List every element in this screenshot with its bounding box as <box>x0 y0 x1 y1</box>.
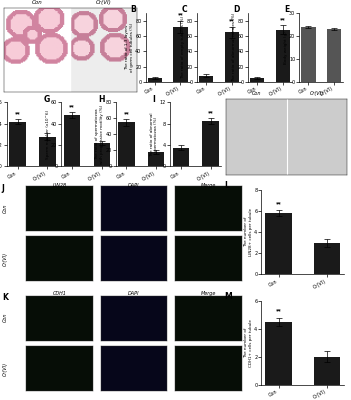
Bar <box>314 243 340 274</box>
Bar <box>173 27 187 82</box>
Text: Cr(VI): Cr(VI) <box>3 362 8 376</box>
Text: **: ** <box>178 12 183 17</box>
Bar <box>173 148 189 166</box>
Text: CDH1: CDH1 <box>53 292 67 296</box>
Text: Cr(VI): Cr(VI) <box>96 0 111 5</box>
Text: Cr(VI): Cr(VI) <box>3 252 8 266</box>
Y-axis label: Body weight (g): Body weight (g) <box>284 31 287 64</box>
Bar <box>94 143 110 166</box>
Text: H: H <box>98 95 105 104</box>
Y-axis label: The number of
LIN28+ cells per tubule: The number of LIN28+ cells per tubule <box>244 208 253 256</box>
Text: Con: Con <box>3 313 8 322</box>
Bar <box>276 30 290 82</box>
Bar <box>203 121 219 166</box>
Text: **: ** <box>15 111 20 116</box>
Bar <box>225 32 239 82</box>
Text: **: ** <box>124 111 129 116</box>
Text: DAPI: DAPI <box>128 292 140 296</box>
Y-axis label: The ratio of abnormal
spermatozoa (%): The ratio of abnormal spermatozoa (%) <box>150 112 158 157</box>
Bar <box>265 322 292 385</box>
Text: I: I <box>152 95 155 104</box>
Text: Con: Con <box>32 0 42 5</box>
Text: Merge: Merge <box>201 183 216 188</box>
Bar <box>39 136 55 166</box>
Bar <box>64 115 80 166</box>
Text: **: ** <box>229 18 234 23</box>
Text: B: B <box>130 5 136 14</box>
Bar <box>314 357 340 385</box>
Y-axis label: The ratio of empty tubules (%): The ratio of empty tubules (%) <box>181 16 185 79</box>
Text: **: ** <box>276 308 282 314</box>
Text: **: ** <box>69 104 75 109</box>
Bar <box>118 122 134 166</box>
Y-axis label: The ratio of 1-3 layers
of germ cell tubules (%): The ratio of 1-3 layers of germ cell tub… <box>125 23 134 72</box>
Text: Con: Con <box>252 91 261 96</box>
Y-axis label: The ratio of spermatozoa
with progressive motility (%): The ratio of spermatozoa with progressiv… <box>95 105 104 164</box>
Bar <box>148 152 164 166</box>
Text: **: ** <box>276 201 282 206</box>
Bar <box>9 122 26 166</box>
Bar <box>148 78 162 82</box>
Text: Con: Con <box>3 204 8 213</box>
Bar <box>250 78 264 82</box>
Y-axis label: The number of
CDH1+ cells per tubule: The number of CDH1+ cells per tubule <box>244 319 253 367</box>
Bar <box>199 76 213 82</box>
Text: L: L <box>224 181 229 190</box>
Text: M: M <box>224 292 232 302</box>
Text: G: G <box>44 95 50 104</box>
Text: J: J <box>2 184 5 193</box>
Text: E: E <box>284 5 289 14</box>
Bar <box>265 213 292 274</box>
Y-axis label: The ratio of abnormal tubules (%): The ratio of abnormal tubules (%) <box>232 13 236 82</box>
Bar <box>302 27 316 82</box>
Text: **: ** <box>208 110 213 115</box>
Y-axis label: Sperm number (x10^6): Sperm number (x10^6) <box>46 110 49 159</box>
Text: Merge: Merge <box>201 292 216 296</box>
Text: LIN28: LIN28 <box>53 183 67 188</box>
Text: DAPI: DAPI <box>128 183 140 188</box>
Text: D: D <box>233 5 239 14</box>
Text: K: K <box>2 293 8 302</box>
Text: C: C <box>181 5 187 14</box>
Text: **: ** <box>280 17 286 22</box>
Bar <box>327 29 341 82</box>
Text: Cr(VI): Cr(VI) <box>310 91 324 96</box>
